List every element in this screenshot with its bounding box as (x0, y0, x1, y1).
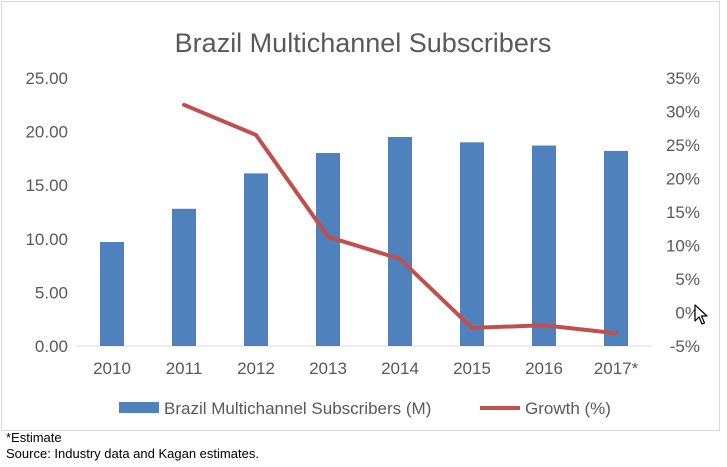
x-tick-label: 2015 (453, 359, 491, 378)
growth-point (255, 134, 257, 136)
growth-point (327, 236, 329, 238)
growth-point (543, 324, 545, 326)
bar-2012 (244, 173, 268, 346)
bar-2010 (100, 242, 124, 346)
chart-area: Brazil Multichannel Subscribers 0.00 5.00 1… (1, 1, 720, 431)
y-left-tick-label: 20.00 (25, 123, 68, 142)
y-left-tick-label: 0.00 (35, 337, 68, 356)
legend-swatch-subscribers (119, 402, 159, 413)
x-tick-label: 2014 (381, 359, 419, 378)
bar-2014 (388, 136, 412, 346)
x-tick-label: 2010 (93, 359, 131, 378)
y-left-tick-label: 25.00 (25, 69, 68, 88)
chart-title: Brazil Multichannel Subscribers (175, 28, 552, 58)
bar-2013 (316, 153, 340, 346)
bar-2017 (604, 150, 628, 346)
y-right-tick-label: 35% (666, 69, 700, 88)
y-right-tick-label: 5% (675, 270, 700, 289)
chart-svg: Brazil Multichannel Subscribers 0.00 5.00 1… (25, 28, 700, 418)
x-tick-label: 2011 (166, 359, 203, 378)
growth-point (183, 104, 185, 106)
bar-2015 (460, 142, 484, 346)
y-right-tick-label: 0% (675, 304, 700, 323)
growth-point (399, 258, 401, 260)
growth-point (615, 332, 617, 334)
bar-2016 (532, 145, 556, 346)
y-left-tick-label: 10.00 (25, 230, 68, 249)
estimate-footnote: *Estimate (6, 430, 62, 445)
x-tick-label: 2017* (594, 359, 639, 378)
y-right-tick-label: 20% (666, 170, 700, 189)
legend-label-growth: Growth (%) (525, 399, 611, 418)
y-right-tick-label: 25% (666, 136, 700, 155)
legend-label-subscribers: Brazil Multichannel Subscribers (M) (164, 399, 431, 418)
y-right-tick-label: 10% (666, 237, 700, 256)
mouse-pointer-icon (694, 304, 708, 325)
y-right-tick-label: 15% (666, 203, 700, 222)
y-left-tick-label: 5.00 (35, 283, 68, 302)
y-right-tick-label: -5% (670, 337, 700, 356)
x-tick-label: 2012 (237, 359, 275, 378)
y-right-tick-label: 30% (666, 103, 700, 122)
bar-2011 (172, 208, 196, 346)
x-tick-label: 2013 (309, 359, 347, 378)
growth-point (471, 327, 473, 329)
source-footnote: Source: Industry data and Kagan estimate… (6, 446, 259, 461)
x-tick-label: 2016 (525, 359, 563, 378)
y-left-tick-label: 15.00 (25, 176, 68, 195)
